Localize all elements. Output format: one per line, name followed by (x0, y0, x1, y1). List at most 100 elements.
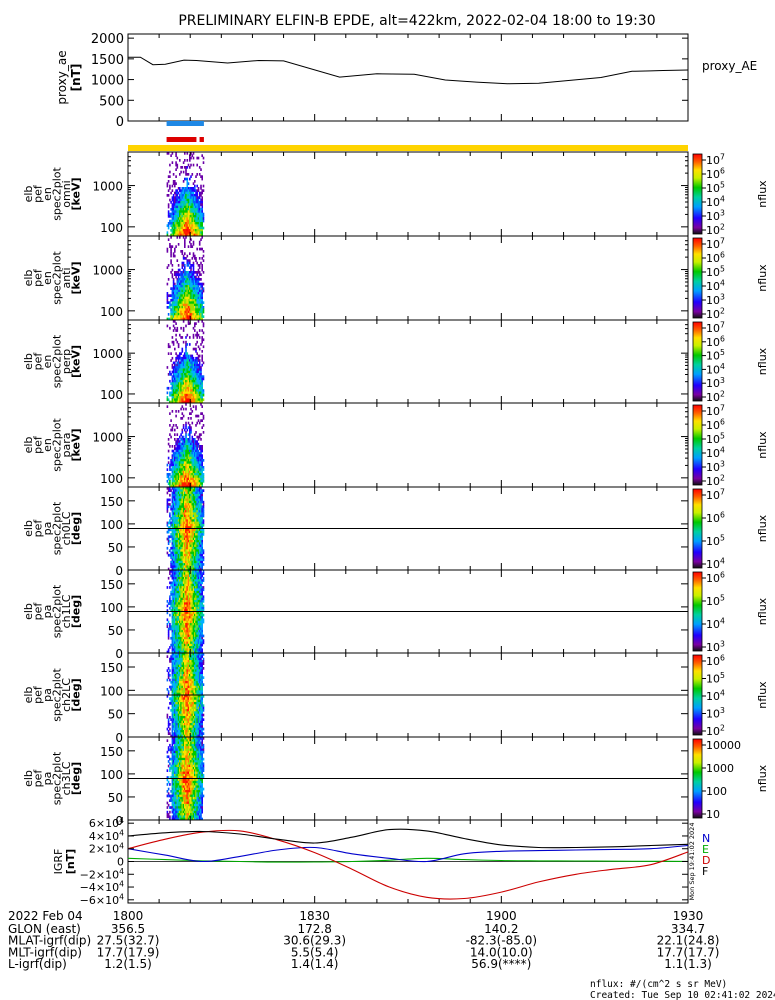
spectrogram-pixel (184, 306, 186, 309)
spectrogram-pixel (187, 173, 190, 176)
spectrogram-pixel (187, 182, 190, 185)
spectrogram-pixel (171, 301, 174, 304)
spectrogram-pixel (198, 572, 201, 575)
spectrogram-pixel (172, 173, 175, 176)
spectrogram-pixel (184, 498, 186, 502)
spectrogram-pixel (184, 187, 186, 190)
spectrogram-pixel (184, 576, 186, 580)
spectrogram-pixel (198, 514, 201, 518)
spectrogram-pixel (186, 489, 189, 492)
spectrogram-pixel (180, 292, 182, 295)
spectrogram-pixel (189, 521, 191, 525)
spectrogram-pixel (197, 435, 200, 439)
spectrogram-pixel (198, 463, 201, 467)
spectrogram-pixel (198, 491, 201, 495)
spectrogram-pixel (190, 412, 192, 415)
colorbar-tick-label: 104 (706, 362, 725, 376)
spectrogram-pixel (198, 597, 201, 601)
spectrogram-pixel (194, 616, 196, 619)
spectrogram-pixel (176, 236, 179, 239)
spectrogram-pixel (177, 537, 180, 541)
spectrogram-pixel (201, 233, 203, 237)
spectrogram-pixel (200, 370, 202, 374)
spectrogram-pixel (177, 572, 180, 575)
spectrogram-pixel (190, 480, 192, 483)
spectrogram-pixel (187, 634, 190, 638)
spectrogram-pixel (189, 496, 191, 499)
spectrogram-pixel (175, 152, 177, 155)
spectrogram-pixel (185, 576, 187, 580)
spectrogram-pixel (182, 456, 185, 460)
spectrogram-pixel (172, 463, 175, 467)
spectrogram-pixel (189, 636, 191, 640)
spectrogram-pixel (179, 447, 181, 450)
spectrogram-pixel (201, 393, 203, 397)
spectrogram-pixel (198, 646, 201, 649)
spectrogram-pixel (195, 301, 197, 304)
spectrogram-pixel (191, 196, 194, 199)
spectrogram-pixel (192, 491, 195, 495)
spectrogram-pixel (196, 454, 198, 457)
spectrogram-pixel (197, 593, 200, 596)
spectrogram-pixel (181, 489, 184, 492)
spectrogram-pixel (179, 287, 181, 290)
spectrogram-pixel (195, 551, 197, 555)
spectrogram-pixel (172, 196, 175, 199)
spectrogram-pixel (177, 616, 180, 619)
spectrogram-pixel (174, 203, 176, 206)
spectrogram-pixel (172, 384, 175, 388)
spectrogram-pixel (186, 384, 189, 388)
spectrogram-pixel (195, 231, 197, 234)
spectrogram-pixel (176, 512, 179, 516)
spectrogram-pixel (198, 287, 201, 290)
spectrogram-pixel (166, 623, 169, 626)
spectrogram-pixel (192, 398, 195, 402)
spectrogram-pixel (180, 487, 182, 490)
spectrogram-pixel (195, 224, 197, 227)
spectrogram-pixel (170, 523, 172, 527)
spectrogram-pixel (186, 203, 189, 206)
spectrogram-pixel (185, 203, 187, 206)
spectrogram-pixel (181, 229, 184, 232)
spectrogram-pixel (172, 303, 175, 307)
spectrogram-pixel (172, 180, 175, 183)
spectrogram-pixel (180, 466, 182, 469)
spectrogram-pixel (177, 512, 180, 516)
spectrogram-pixel (177, 215, 180, 218)
spectrogram-pixel (172, 205, 175, 209)
spectrogram-pixel (181, 250, 184, 253)
spectrogram-pixel (185, 336, 187, 339)
spectrogram-pixel (198, 224, 201, 227)
spectrogram-pixel (185, 606, 187, 610)
spectrogram-pixel (196, 560, 198, 564)
spectrogram-pixel (171, 482, 174, 485)
spectrogram-pixel (181, 294, 184, 297)
spectrogram-pixel (202, 389, 205, 392)
spectrogram-pixel (179, 435, 181, 439)
spectrogram-pixel (182, 447, 185, 450)
spectrogram-pixel (171, 268, 174, 272)
spectrogram-pixel (202, 375, 205, 378)
spectrogram-pixel (172, 586, 175, 589)
spectrogram-pixel (201, 597, 203, 601)
spectrogram-pixel (202, 600, 205, 603)
spectrogram-pixel (198, 229, 201, 232)
spectrogram-pixel (176, 530, 179, 534)
spectrogram-pixel (180, 224, 182, 227)
spectrogram-pixel (191, 530, 194, 534)
spectrogram-pixel (189, 308, 191, 311)
spectrogram-pixel (171, 456, 174, 460)
spectrogram-pixel (177, 634, 180, 638)
spectrogram-pixel (176, 544, 179, 548)
spectrogram-pixel (180, 533, 182, 536)
spectrogram-pixel (176, 493, 179, 497)
spectrogram-pixel (187, 609, 190, 612)
spectrogram-pixel (181, 456, 184, 460)
spectrogram-pixel (189, 480, 191, 483)
spectrogram-pixel (170, 219, 172, 223)
spec-panel: 150100500elbpefpaspec2plotch2LC[deg]1061… (22, 652, 769, 745)
spectrogram-pixel (181, 187, 184, 190)
spectrogram-pixel (202, 271, 205, 274)
spectrogram-pixel (197, 549, 200, 552)
spectrogram-pixel (172, 549, 175, 552)
